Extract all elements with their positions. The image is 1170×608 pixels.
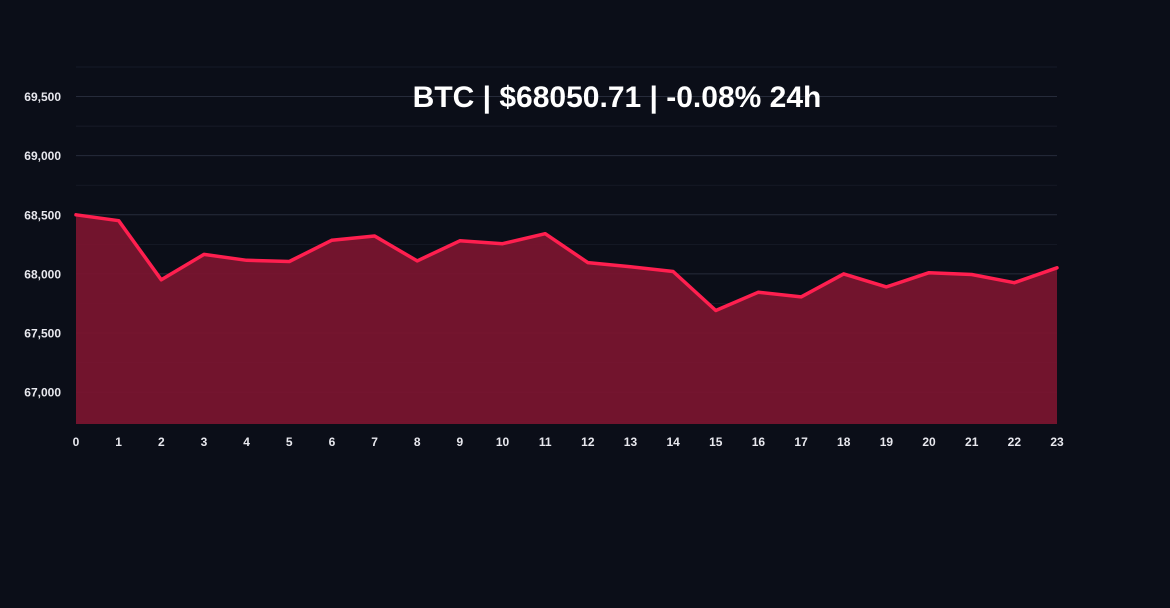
data-point [159, 278, 163, 282]
y-tick-label: 67,500 [24, 326, 61, 340]
x-tick-label: 17 [794, 435, 808, 449]
y-tick-label: 69,000 [24, 149, 61, 163]
data-point [117, 219, 121, 223]
price-area-fill [76, 214, 1057, 424]
data-point [458, 239, 462, 243]
x-tick-label: 18 [837, 435, 851, 449]
x-tick-label: 23 [1050, 435, 1064, 449]
x-tick-label: 12 [581, 435, 595, 449]
data-point [74, 213, 78, 217]
x-tick-label: 20 [922, 435, 936, 449]
data-point [245, 258, 249, 262]
data-point [671, 270, 675, 274]
data-point [970, 272, 974, 276]
price-line [74, 213, 1059, 313]
x-tick-label: 13 [624, 435, 638, 449]
data-point [373, 234, 377, 238]
x-tick-label: 4 [243, 435, 250, 449]
x-tick-label: 21 [965, 435, 979, 449]
x-tick-label: 19 [880, 435, 894, 449]
data-point [884, 285, 888, 289]
chart-title: BTC | $68050.71 | -0.08% 24h [413, 81, 822, 114]
data-point [586, 261, 590, 265]
x-tick-label: 22 [1008, 435, 1022, 449]
y-axis-ticks: 67,000 67,500 68,000 68,500 69,000 69,500 [24, 90, 61, 400]
y-tick-label: 69,500 [24, 90, 61, 104]
x-tick-label: 5 [286, 435, 293, 449]
data-point [330, 238, 334, 242]
data-point [927, 271, 931, 275]
data-point [756, 290, 760, 294]
x-tick-label: 0 [73, 435, 80, 449]
x-tick-label: 16 [752, 435, 766, 449]
data-point [1012, 281, 1016, 285]
x-tick-label: 2 [158, 435, 165, 449]
x-axis-ticks: 0 1 2 3 4 5 6 7 8 9 10 11 12 13 14 15 16 17 18 19 20 21 22 23 [73, 435, 1064, 449]
data-point [501, 242, 505, 246]
data-point [287, 259, 291, 263]
y-tick-label: 67,000 [24, 386, 61, 400]
data-point [1055, 266, 1059, 270]
x-tick-label: 8 [414, 435, 421, 449]
data-points [74, 213, 1059, 313]
x-tick-label: 7 [371, 435, 378, 449]
data-point [543, 232, 547, 236]
x-tick-label: 1 [115, 435, 122, 449]
y-tick-label: 68,500 [24, 208, 61, 222]
y-tick-label: 68,000 [24, 267, 61, 281]
x-tick-label: 9 [457, 435, 464, 449]
data-point [202, 252, 206, 256]
x-tick-label: 14 [666, 435, 680, 449]
data-point [714, 309, 718, 313]
x-tick-label: 10 [496, 435, 510, 449]
data-point [842, 272, 846, 276]
data-point [415, 259, 419, 263]
x-tick-label: 11 [539, 435, 552, 449]
x-tick-label: 6 [329, 435, 336, 449]
x-tick-label: 3 [201, 435, 208, 449]
x-tick-label: 15 [709, 435, 723, 449]
data-point [628, 265, 632, 269]
data-point [799, 295, 803, 299]
